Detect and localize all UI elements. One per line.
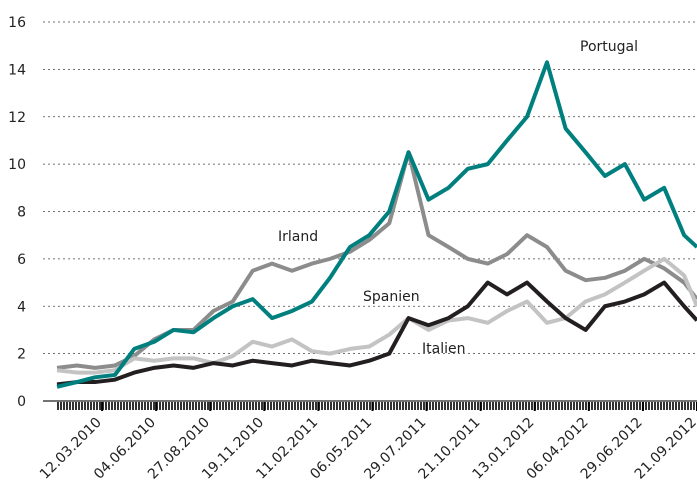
y-tick-label: 0 [17,394,26,410]
series-label: Portugal [580,39,638,55]
y-tick-label: 2 [17,347,26,363]
day-ticks [57,402,697,410]
series-line [56,280,697,387]
series-label: Spanien [363,289,420,305]
series-line [56,256,697,375]
y-tick-label: 10 [8,157,26,173]
series-line [56,150,697,370]
y-tick-label: 8 [17,205,26,221]
series-label: Irland [278,229,318,245]
y-tick-label: 14 [8,62,26,78]
series-label: Italien [422,341,465,357]
y-tick-label: 6 [17,252,26,268]
y-tick-label: 12 [8,110,26,126]
y-tick-label: 16 [8,15,26,31]
series-line [56,60,697,389]
y-tick-label: 4 [17,299,26,315]
